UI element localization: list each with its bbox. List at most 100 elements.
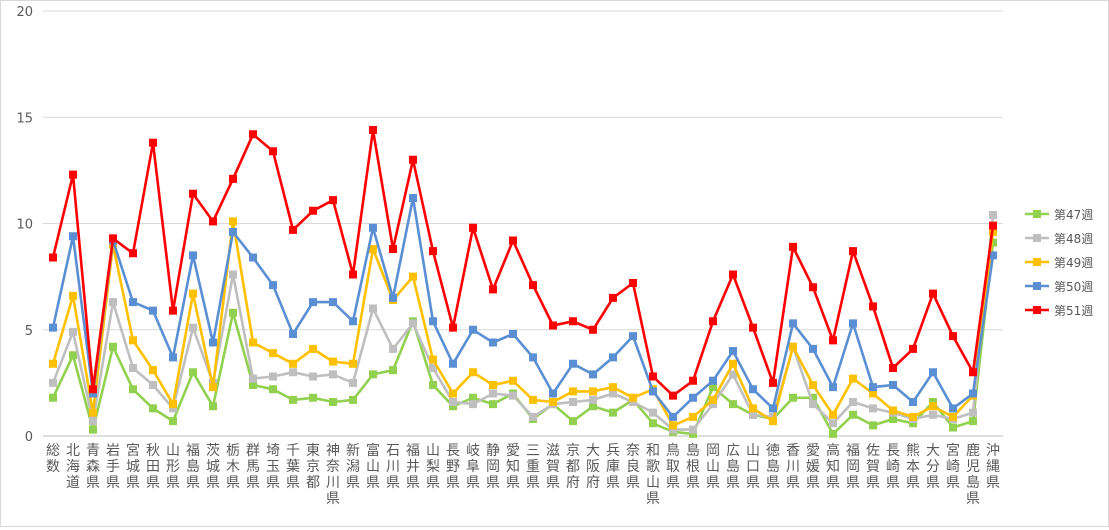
data-point: [709, 400, 717, 409]
data-point: [49, 323, 57, 332]
x-tick-label: 森: [86, 459, 100, 475]
data-point: [609, 408, 617, 417]
data-point: [609, 293, 617, 302]
data-point: [969, 368, 977, 377]
x-tick-label: 府: [566, 475, 580, 491]
data-point: [689, 376, 697, 385]
data-point: [49, 359, 57, 368]
data-point: [149, 404, 157, 413]
data-point: [869, 302, 877, 311]
x-tick-label: 県: [446, 475, 460, 491]
data-point: [429, 364, 437, 372]
x-tick-label: 取: [666, 459, 680, 475]
x-tick-label: 歌: [646, 459, 660, 475]
x-tick-label: 鳥: [666, 443, 680, 459]
data-point: [249, 253, 257, 262]
data-point: [889, 415, 897, 423]
x-tick-label: 山: [706, 459, 720, 475]
data-point: [469, 325, 477, 334]
x-tick-label: 阜: [466, 458, 480, 475]
x-tick-label: 県: [886, 475, 900, 491]
x-tick-label: 島: [966, 475, 980, 491]
x-tick-label: 山: [646, 475, 660, 491]
data-point: [249, 374, 257, 383]
data-point: [289, 359, 297, 368]
data-point: [689, 412, 697, 421]
x-tick-label: 川: [786, 459, 800, 475]
data-point: [589, 387, 597, 396]
x-tick-label: 県: [606, 475, 620, 491]
x-tick-label: 都: [306, 475, 320, 491]
data-point: [109, 234, 117, 243]
x-tick-label: 媛: [806, 459, 820, 475]
plot-area: [49, 126, 997, 438]
data-point: [369, 126, 377, 134]
x-tick-label: 梨: [426, 459, 440, 475]
data-point: [369, 245, 377, 253]
data-point: [629, 279, 637, 287]
x-tick-label: 口: [746, 459, 760, 475]
y-tick-label: 15: [16, 111, 33, 126]
data-point: [89, 425, 97, 434]
data-point: [209, 338, 217, 347]
x-tick-label: 三: [526, 443, 540, 459]
data-point: [329, 357, 337, 366]
x-tick-label: 県: [806, 475, 820, 491]
data-point: [469, 393, 477, 402]
data-point: [169, 400, 177, 409]
x-tick-label: 府: [586, 475, 600, 491]
data-point: [49, 393, 57, 402]
data-point: [949, 412, 957, 421]
y-axis: 0 5 10 15 20: [16, 5, 33, 445]
x-tick-label: 県: [646, 491, 660, 507]
data-point: [689, 429, 697, 438]
x-tick-label: 静: [486, 443, 500, 459]
x-tick-label: 徳: [766, 443, 780, 459]
data-point: [709, 395, 717, 404]
data-point: [269, 281, 277, 290]
x-tick-label: 大: [926, 443, 940, 459]
data-point: [749, 404, 757, 413]
data-point: [369, 223, 377, 232]
data-point: [669, 421, 677, 430]
x-tick-label: 山: [746, 443, 760, 459]
x-tick-label: 佐: [866, 443, 880, 459]
data-point: [729, 270, 737, 279]
data-point: [229, 174, 237, 183]
x-tick-label: 総: [46, 443, 60, 459]
data-point: [609, 353, 617, 362]
x-tick-label: 児: [966, 459, 980, 475]
x-tick-label: 島: [726, 459, 740, 475]
data-point: [69, 351, 77, 360]
data-point: [449, 323, 457, 332]
x-tick-label: 賀: [866, 459, 880, 475]
legend-marker: [1033, 210, 1041, 218]
x-tick-label: 県: [166, 475, 180, 491]
data-point: [689, 425, 697, 434]
data-point: [529, 395, 537, 404]
data-point: [529, 412, 537, 421]
x-tick-label: 県: [406, 475, 420, 491]
x-tick-label: 玉: [266, 459, 280, 475]
data-point: [189, 251, 197, 260]
legend-marker: [1033, 234, 1041, 242]
data-point: [329, 298, 337, 307]
x-tick-label: 県: [226, 475, 240, 491]
data-point: [489, 389, 497, 398]
x-tick-label: 県: [546, 475, 560, 491]
x-tick-label: 県: [766, 475, 780, 491]
x-tick-label: 川: [326, 475, 340, 491]
x-tick-label: 県: [426, 475, 440, 491]
data-point: [289, 368, 297, 377]
x-tick-label: 岡: [486, 459, 500, 475]
data-point: [869, 389, 877, 398]
x-tick-label: 青: [86, 443, 100, 459]
data-point: [289, 330, 297, 338]
data-point: [989, 221, 997, 230]
data-point: [449, 398, 457, 406]
data-point: [409, 272, 417, 281]
data-point: [769, 378, 777, 387]
data-point: [609, 383, 617, 392]
x-tick-label: 都: [566, 459, 580, 475]
data-point: [889, 364, 897, 372]
